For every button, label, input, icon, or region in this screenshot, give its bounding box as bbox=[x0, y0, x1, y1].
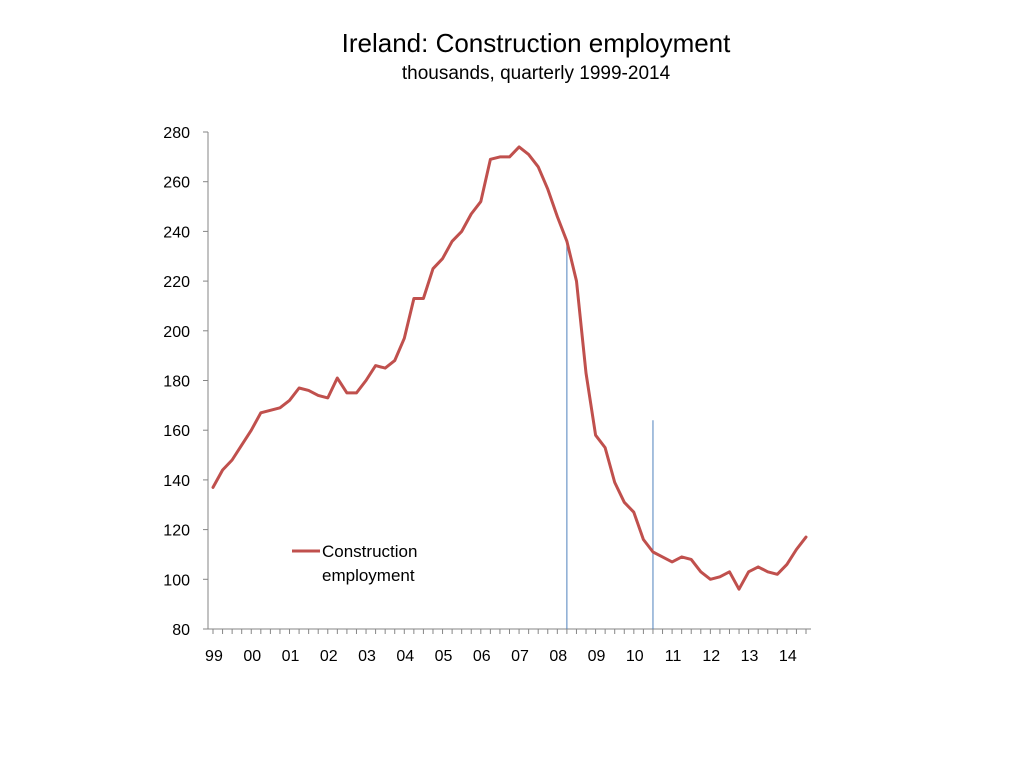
x-axis: 99 00 01 02 03 04 05 06 07 08 09 10 11 12 13 14 bbox=[205, 628, 811, 665]
y-axis: 80 100 120 140 160 180 200 220 240 260 280 bbox=[163, 125, 209, 639]
x-tick-label: 02 bbox=[320, 648, 338, 665]
x-tick-label: 99 bbox=[205, 648, 223, 665]
y-tick-label: 260 bbox=[163, 175, 190, 192]
legend-label-line2: employment bbox=[322, 566, 415, 585]
x-tick-label: 01 bbox=[282, 648, 300, 665]
series-lines bbox=[211, 145, 808, 591]
y-tick-label: 240 bbox=[163, 224, 190, 241]
chart-title: Ireland: Construction employment bbox=[341, 28, 731, 58]
x-tick-label: 03 bbox=[358, 648, 376, 665]
x-tick-label: 11 bbox=[665, 648, 682, 665]
y-tick-label: 140 bbox=[163, 473, 190, 490]
x-tick-label: 07 bbox=[511, 648, 529, 665]
y-tick-label: 80 bbox=[172, 622, 190, 639]
y-tick-label: 180 bbox=[163, 374, 190, 391]
y-tick-label: 160 bbox=[163, 423, 190, 440]
x-tick-label: 06 bbox=[473, 648, 491, 665]
x-tick-label: 12 bbox=[702, 648, 720, 665]
x-tick-label: 05 bbox=[435, 648, 453, 665]
chart-subtitle: thousands, quarterly 1999-2014 bbox=[401, 63, 671, 84]
legend: Construction employment bbox=[292, 542, 422, 585]
y-tick-label: 120 bbox=[163, 523, 190, 540]
marker-lines bbox=[566, 238, 654, 629]
series-line-construction-employment bbox=[211, 145, 808, 591]
y-tick-label: 100 bbox=[163, 572, 190, 589]
x-tick-label: 14 bbox=[779, 648, 797, 665]
y-tick-label: 200 bbox=[163, 324, 190, 341]
legend-label-line1: Construction bbox=[322, 542, 417, 561]
x-tick-label: 04 bbox=[396, 648, 414, 665]
x-tick-label: 09 bbox=[588, 648, 606, 665]
legend-label: Construction employment bbox=[322, 542, 422, 585]
x-tick-label: 00 bbox=[243, 648, 261, 665]
x-tick-label: 10 bbox=[626, 648, 644, 665]
y-tick-label: 280 bbox=[163, 125, 190, 142]
y-tick-label: 220 bbox=[163, 274, 190, 291]
x-tick-label: 08 bbox=[549, 648, 567, 665]
x-tick-label: 13 bbox=[741, 648, 759, 665]
